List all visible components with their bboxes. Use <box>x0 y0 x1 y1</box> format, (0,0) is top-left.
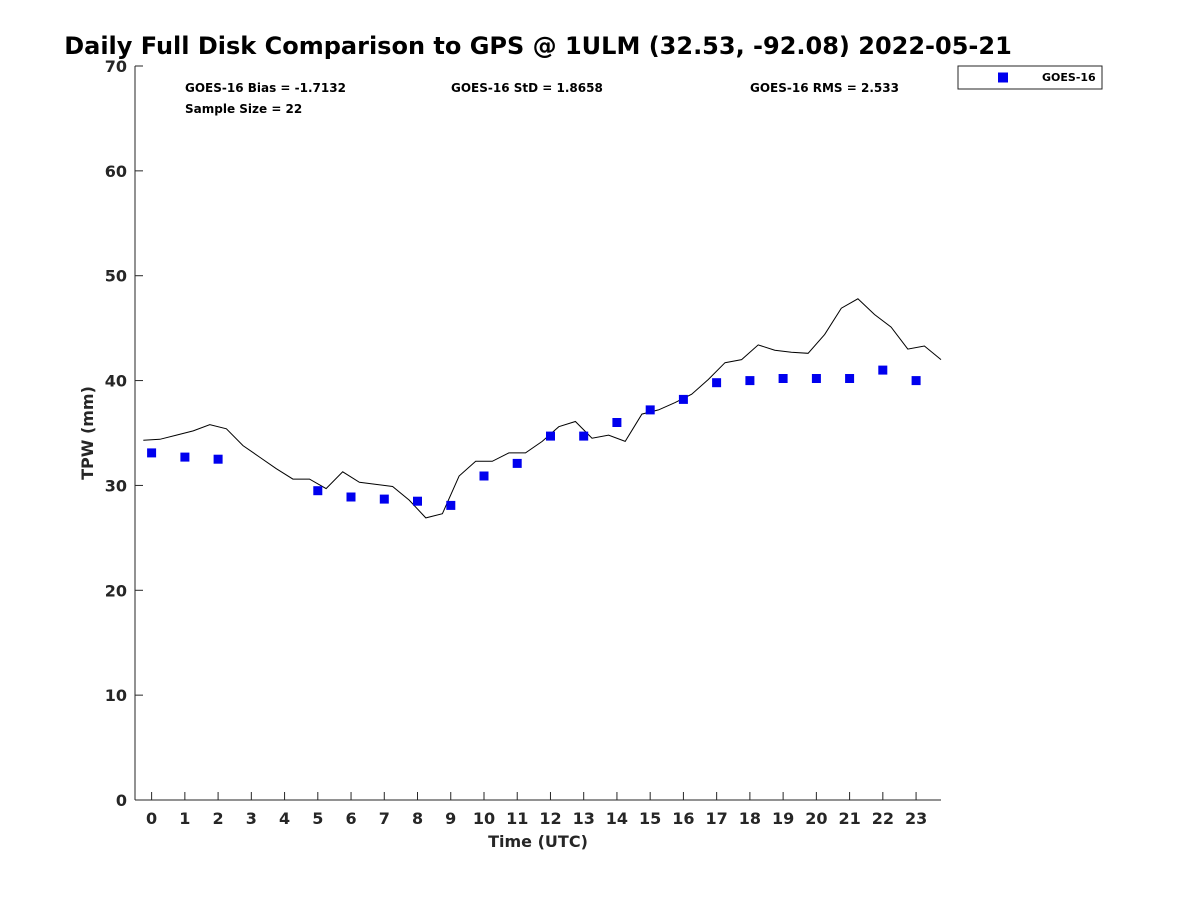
x-tick-label: 2 <box>213 809 224 828</box>
x-tick-label: 15 <box>639 809 661 828</box>
x-axis-label: Time (UTC) <box>488 832 588 851</box>
y-tick-label: 20 <box>105 581 127 600</box>
goes16-point <box>645 405 655 415</box>
x-tick-label: 19 <box>772 809 794 828</box>
x-tick-label: 6 <box>345 809 356 828</box>
goes16-point <box>512 458 522 468</box>
legend: GOES-16 <box>957 65 1103 90</box>
x-tick-label: 22 <box>872 809 894 828</box>
x-tick-label: 5 <box>312 809 323 828</box>
goes16-point <box>479 471 489 481</box>
y-tick-label: 60 <box>105 162 127 181</box>
x-tick-label: 11 <box>506 809 528 828</box>
y-tick-label: 30 <box>105 476 127 495</box>
gps-line-series <box>143 298 942 519</box>
x-tick-label: 17 <box>706 809 728 828</box>
x-tick-label: 12 <box>539 809 561 828</box>
legend-box <box>957 65 1103 90</box>
legend-label-goes16: GOES-16 <box>1042 71 1096 84</box>
x-tick-label: 7 <box>379 809 390 828</box>
std-annotation: GOES-16 StD = 1.8658 <box>451 81 603 95</box>
goes16-point <box>346 492 356 502</box>
x-tick-label: 9 <box>445 809 456 828</box>
chart-title: Daily Full Disk Comparison to GPS @ 1ULM… <box>64 32 1012 60</box>
x-tick-label: 16 <box>672 809 694 828</box>
goes16-point <box>413 496 422 506</box>
goes16-point <box>612 418 622 427</box>
y-tick-label: 0 <box>116 791 127 810</box>
gps-line <box>143 298 942 519</box>
x-tick-label: 3 <box>246 809 257 828</box>
y-axis-label: TPW (mm) <box>78 386 97 480</box>
x-tick-label: 8 <box>412 809 423 828</box>
legend-marker-goes16 <box>998 72 1008 83</box>
goes16-point <box>446 500 456 510</box>
goes16-point <box>745 376 755 386</box>
goes16-point <box>213 454 223 464</box>
goes16-point <box>712 378 722 388</box>
x-tick-label: 1 <box>179 809 190 828</box>
goes16-point <box>845 374 855 383</box>
x-tick-label: 18 <box>739 809 761 828</box>
goes16-point <box>811 374 821 383</box>
goes16-point <box>180 452 190 462</box>
y-tick-label: 40 <box>105 372 127 391</box>
goes16-point <box>379 494 389 504</box>
x-tick-label: 0 <box>146 809 157 828</box>
goes16-point <box>878 365 888 375</box>
rms-annotation: GOES-16 RMS = 2.533 <box>750 81 899 95</box>
x-tick-label: 14 <box>606 809 628 828</box>
x-tick-label: 4 <box>279 809 290 828</box>
goes16-point <box>579 431 589 441</box>
y-tick-label: 50 <box>105 267 127 286</box>
y-tick-label: 10 <box>105 686 127 705</box>
goes16-point <box>313 486 323 496</box>
x-tick-label: 23 <box>905 809 927 828</box>
sample-size-annotation: Sample Size = 22 <box>185 102 302 116</box>
x-tick-label: 10 <box>473 809 495 828</box>
bias-annotation: GOES-16 Bias = -1.7132 <box>185 81 346 95</box>
y-tick-label: 70 <box>105 57 127 76</box>
x-tick-label: 20 <box>805 809 827 828</box>
x-tick-label: 21 <box>838 809 860 828</box>
goes16-point <box>778 374 788 383</box>
goes16-point <box>911 376 921 386</box>
plot-area <box>134 66 941 801</box>
goes16-point <box>678 394 688 404</box>
goes16-point <box>147 448 157 458</box>
goes16-points <box>147 365 921 510</box>
x-tick-label: 13 <box>573 809 595 828</box>
goes16-point <box>546 431 555 441</box>
